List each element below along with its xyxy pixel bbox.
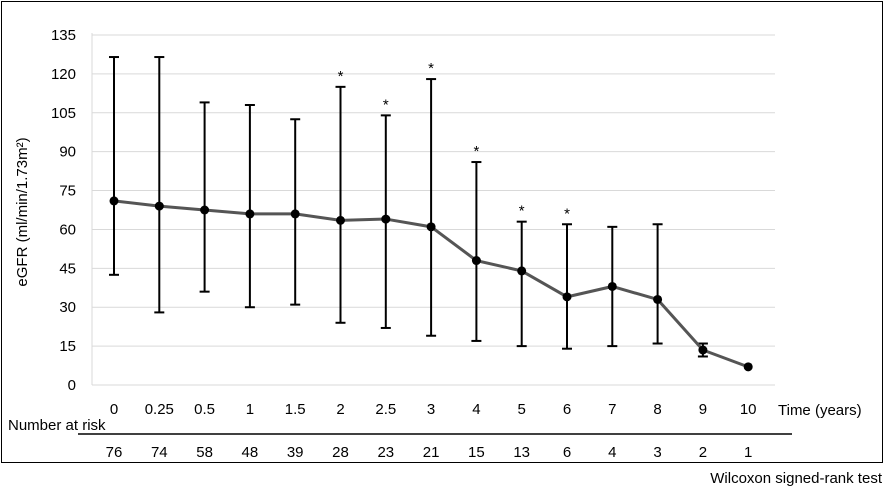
y-tick-label: 120: [51, 66, 76, 83]
x-tick-label: 4: [472, 401, 480, 418]
risk-value: 6: [563, 444, 571, 461]
x-tick-label: 2.5: [375, 401, 396, 418]
data-point: [154, 201, 164, 211]
x-tick-label: 10: [740, 401, 757, 418]
x-tick-label: 0.25: [145, 401, 174, 418]
data-points: [109, 196, 753, 372]
data-point: [517, 266, 527, 276]
x-tick-label: 1.5: [285, 401, 306, 418]
y-tick-label: 60: [59, 221, 76, 238]
x-tick-label: 0.5: [194, 401, 215, 418]
risk-value: 58: [196, 444, 213, 461]
risk-value: 74: [151, 444, 168, 461]
data-point: [381, 214, 391, 224]
significance-star: *: [564, 205, 570, 222]
data-point: [562, 292, 572, 302]
data-point: [743, 362, 753, 372]
x-tick-label: 9: [699, 401, 707, 418]
risk-value: 1: [744, 444, 752, 461]
y-tick-label: 30: [59, 299, 76, 316]
x-tick-label: 3: [427, 401, 435, 418]
risk-value: 39: [287, 444, 304, 461]
grid-lines: [92, 34, 775, 347]
data-point: [245, 209, 255, 219]
x-tick-label: 6: [563, 401, 571, 418]
axes: [91, 33, 775, 386]
y-tick-label: 45: [59, 260, 76, 277]
footnote: Wilcoxon signed-rank test: [710, 470, 882, 487]
x-tick-label: 0: [110, 401, 118, 418]
x-axis-label: Time (years): [778, 402, 862, 419]
data-point: [426, 222, 436, 232]
significance-star: *: [519, 203, 525, 220]
y-axis-label: eGFR (ml/min/1.73m²): [14, 137, 31, 286]
error-bars: [109, 56, 708, 358]
x-tick-label: 2: [336, 401, 344, 418]
risk-value: 28: [332, 444, 349, 461]
x-tick-label: 7: [608, 401, 616, 418]
risk-value: 2: [699, 444, 707, 461]
data-point: [607, 281, 617, 291]
risk-value: 13: [513, 444, 530, 461]
y-tick-label: 105: [51, 105, 76, 122]
risk-table-label: Number at risk: [8, 417, 106, 434]
x-tick-label: 5: [518, 401, 526, 418]
y-tick-label: 75: [59, 183, 76, 200]
significance-markers: * * * * * *: [338, 60, 571, 222]
significance-star: *: [473, 143, 479, 160]
y-tick-label: 15: [59, 338, 76, 355]
x-tick-label: 8: [653, 401, 661, 418]
data-point: [698, 345, 708, 355]
y-tick-label: 0: [68, 377, 76, 394]
risk-value: 3: [653, 444, 661, 461]
risk-value: 48: [242, 444, 259, 461]
significance-star: *: [383, 96, 389, 113]
risk-value: 15: [468, 444, 485, 461]
risk-value: 4: [608, 444, 616, 461]
data-point: [109, 196, 119, 206]
data-point: [290, 209, 300, 219]
figure-frame: [1, 1, 883, 463]
risk-value: 76: [106, 444, 123, 461]
x-tick-label: 1: [246, 401, 254, 418]
data-point: [653, 294, 663, 304]
y-tick-label: 135: [51, 27, 76, 44]
risk-value: 21: [423, 444, 440, 461]
data-point: [471, 256, 481, 266]
risk-table: 76 74 58 48 39 28 23 21 15 13 6 4 3 2 1: [78, 433, 792, 461]
data-point: [200, 205, 210, 215]
significance-star: *: [428, 60, 434, 77]
y-tick-label: 90: [59, 144, 76, 161]
risk-value: 23: [377, 444, 394, 461]
data-point: [336, 215, 345, 225]
significance-star: *: [338, 68, 344, 85]
